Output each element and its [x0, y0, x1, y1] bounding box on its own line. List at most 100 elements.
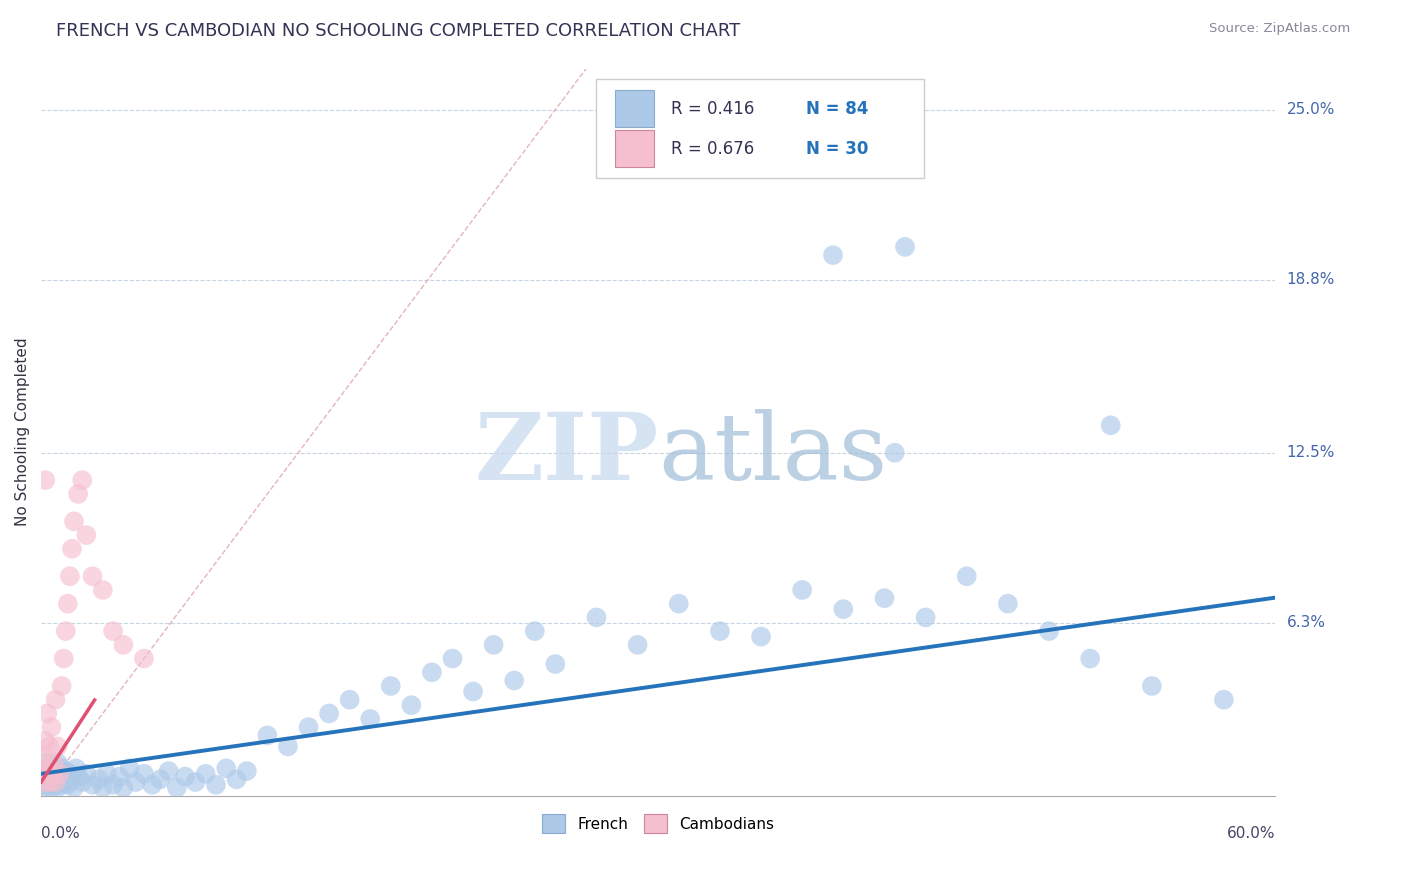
Text: Source: ZipAtlas.com: Source: ZipAtlas.com [1209, 22, 1350, 36]
Point [132, 651, 155, 665]
Point [82, 778, 104, 792]
Bar [614, 130, 654, 167]
Point [141, 778, 163, 792]
Point [225, 772, 247, 787]
Point [157, 764, 180, 778]
Point [205, 778, 228, 792]
Text: N = 30: N = 30 [806, 139, 869, 158]
Point [883, 446, 905, 460]
Point [41, 780, 63, 795]
Point [41, 720, 63, 734]
Point [166, 780, 188, 795]
Point [52, 651, 75, 665]
Point [38, 775, 60, 789]
Point [42, 758, 65, 772]
Point [420, 665, 443, 680]
Point [48, 766, 70, 780]
Text: 12.5%: 12.5% [1286, 445, 1334, 460]
Text: ZIP: ZIP [474, 409, 658, 499]
Point [34, 473, 56, 487]
Y-axis label: No Schooling Completed: No Schooling Completed [15, 338, 30, 526]
Point [1038, 624, 1060, 639]
Point [749, 630, 772, 644]
Legend: French, Cambodians: French, Cambodians [536, 808, 780, 839]
Point [359, 712, 381, 726]
Point [37, 761, 59, 775]
Point [82, 569, 104, 583]
Point [63, 780, 86, 795]
Point [91, 780, 114, 795]
Point [339, 692, 361, 706]
Point [32, 766, 55, 780]
Point [38, 739, 60, 754]
Point [132, 766, 155, 780]
Point [38, 775, 60, 789]
Point [32, 766, 55, 780]
Point [832, 602, 855, 616]
Point [256, 728, 278, 742]
Point [821, 248, 844, 262]
Point [37, 770, 59, 784]
Point [51, 778, 73, 792]
Point [894, 240, 917, 254]
Point [503, 673, 526, 688]
Point [37, 706, 59, 721]
Point [585, 610, 607, 624]
Point [34, 778, 56, 792]
Point [38, 761, 60, 775]
Point [184, 775, 207, 789]
Point [461, 684, 484, 698]
Point [48, 775, 70, 789]
FancyBboxPatch shape [596, 79, 924, 178]
Text: 18.8%: 18.8% [1286, 272, 1334, 287]
Point [112, 780, 135, 795]
Point [125, 775, 148, 789]
Point [441, 651, 464, 665]
Point [46, 780, 69, 795]
Point [60, 772, 83, 787]
Point [149, 772, 172, 787]
Point [70, 473, 93, 487]
Point [34, 756, 56, 770]
Point [914, 610, 936, 624]
Point [41, 766, 63, 780]
Point [668, 597, 690, 611]
Point [44, 692, 66, 706]
Point [215, 761, 238, 775]
Text: FRENCH VS CAMBODIAN NO SCHOOLING COMPLETED CORRELATION CHART: FRENCH VS CAMBODIAN NO SCHOOLING COMPLET… [56, 22, 741, 40]
Point [997, 597, 1019, 611]
Point [101, 778, 124, 792]
Point [32, 747, 55, 762]
Point [60, 541, 83, 556]
Point [523, 624, 546, 639]
Point [792, 582, 814, 597]
Text: 0.0%: 0.0% [41, 826, 80, 841]
Text: atlas: atlas [658, 409, 887, 499]
Point [75, 528, 97, 542]
Text: R = 0.416: R = 0.416 [671, 100, 754, 118]
Point [46, 756, 69, 770]
Point [52, 770, 75, 784]
Point [51, 679, 73, 693]
Point [91, 582, 114, 597]
Point [401, 698, 423, 713]
Bar [614, 90, 654, 127]
Point [55, 764, 77, 778]
Point [174, 770, 197, 784]
Text: R = 0.676: R = 0.676 [671, 139, 754, 158]
Point [318, 706, 340, 721]
Point [37, 780, 59, 795]
Point [297, 720, 319, 734]
Point [65, 761, 87, 775]
Point [96, 766, 118, 780]
Point [46, 739, 69, 754]
Point [56, 778, 79, 792]
Point [1140, 679, 1163, 693]
Point [44, 766, 66, 780]
Point [544, 657, 567, 671]
Text: 25.0%: 25.0% [1286, 103, 1334, 117]
Point [194, 766, 217, 780]
Point [42, 778, 65, 792]
Point [63, 514, 86, 528]
Point [51, 761, 73, 775]
